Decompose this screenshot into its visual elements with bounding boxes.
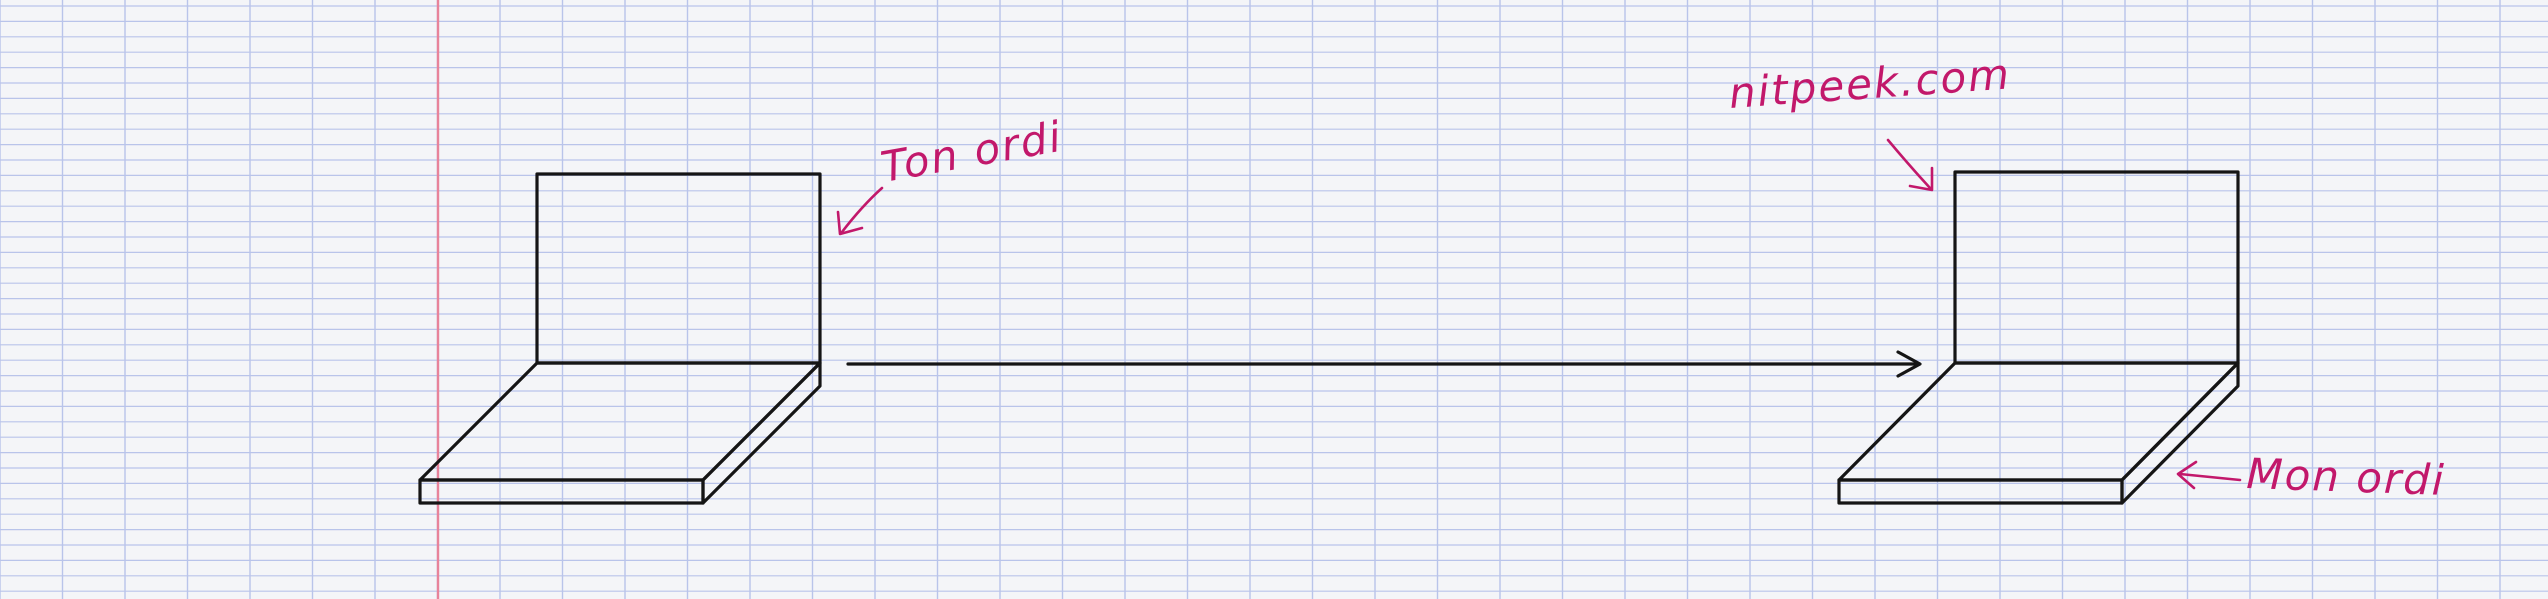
left-laptop-side-edge [701,361,822,505]
annotation-website: nitpeek.com [1727,49,2012,192]
connection-arrow [846,350,1922,378]
left-laptop [418,172,822,505]
label-left-computer: Ton ordi [877,112,1066,192]
annotation-arrow-left-computer [840,186,884,234]
annotation-left-computer: Ton ordi [836,112,1066,236]
right-laptop [1837,170,2240,505]
grid-horizontal-lines [0,5,2548,592]
label-website: nitpeek.com [1727,49,2012,118]
right-laptop-side-edge [2120,361,2240,505]
annotation-arrow-right-computer [2178,472,2242,482]
annotation-right-computer: Mon ordi [2176,449,2447,505]
left-laptop-screen [535,172,822,365]
annotation-arrow-website [1886,138,1932,190]
label-right-computer: Mon ordi [2246,449,2447,505]
